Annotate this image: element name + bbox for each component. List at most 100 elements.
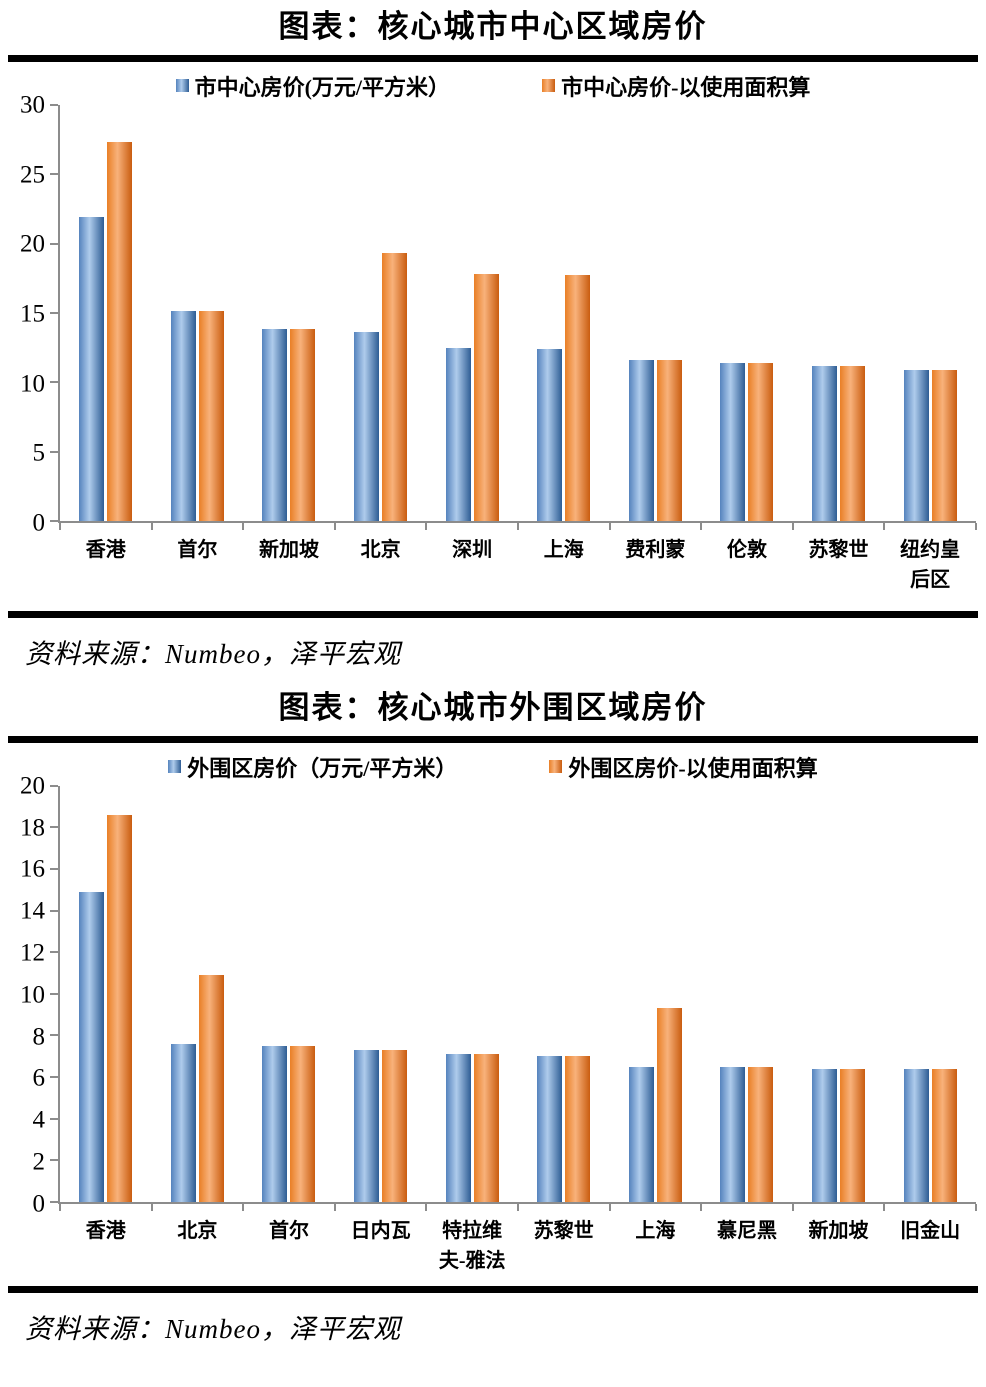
legend-swatch-orange-icon: [542, 79, 556, 93]
y-axis-tick-label: 10: [20, 370, 45, 398]
x-axis-category-text: 特拉维夫-雅法: [438, 1219, 506, 1272]
chart-block-center-area: 图表：核心城市中心区域房价 市中心房价(万元/平方米） 市中心房价-以使用面积算 …: [0, 0, 986, 595]
x-axis-category-label: 费利蒙: [610, 535, 702, 595]
bar-group: [60, 786, 152, 1202]
y-axis-tick-label: 6: [32, 1064, 46, 1092]
bar-orange: [107, 142, 133, 521]
bar-orange: [656, 1008, 682, 1202]
y-axis-tick: [50, 867, 58, 870]
y-axis-tick-label: 15: [20, 300, 45, 328]
bar-blue: [812, 1068, 838, 1202]
bar-group: [610, 105, 702, 521]
x-axis-category-label: 北京: [335, 535, 427, 595]
y-axis-tick: [50, 519, 58, 522]
x-axis-category-label: 旧金山: [884, 1216, 976, 1276]
y-axis-tick: [50, 826, 58, 829]
bar-blue: [720, 362, 746, 521]
y-axis-tick-label: 25: [20, 161, 45, 189]
x-axis-tick: [975, 1203, 977, 1211]
bar-group: [518, 786, 610, 1202]
bar-blue: [262, 329, 288, 521]
x-axis-tick: [975, 522, 977, 530]
legend-item-orange: 市中心房价-以使用面积算: [542, 70, 810, 102]
bar-orange: [565, 275, 591, 521]
bar-orange: [473, 1054, 499, 1202]
bar-orange: [198, 311, 224, 521]
x-axis-category-text: 旧金山: [900, 1219, 961, 1242]
y-axis-tick-label: 16: [20, 855, 45, 883]
x-axis-category-label: 首尔: [243, 1216, 335, 1276]
x-axis-category-label: 纽约皇后区: [884, 535, 976, 595]
bar-orange: [107, 814, 133, 1202]
legend-label: 外围区房价-以使用面积算: [568, 755, 818, 781]
x-axis-tick: [608, 1203, 611, 1211]
legend-label: 市中心房价-以使用面积算: [561, 74, 811, 100]
chart2-bars: [60, 786, 976, 1202]
bar-blue: [628, 360, 654, 521]
bar-group: [335, 786, 427, 1202]
chart1-title: 图表：核心城市中心区域房价: [278, 9, 708, 44]
bar-group: [701, 105, 793, 521]
chart2-legend: 外围区房价（万元/平方米） 外围区房价-以使用面积算: [0, 752, 986, 782]
bar-group: [426, 105, 518, 521]
x-axis-category-text: 新加坡: [258, 538, 319, 561]
x-axis-category-label: 深圳: [426, 535, 518, 595]
bar-group: [884, 105, 976, 521]
legend-item-orange: 外围区房价-以使用面积算: [549, 751, 818, 783]
legend-swatch-orange-icon: [549, 760, 563, 774]
x-axis-category-text: 香港: [85, 538, 126, 561]
x-axis-category-label: 新加坡: [243, 535, 335, 595]
bar-group: [884, 786, 976, 1202]
source-note-bottom: 资料来源：Numbeo，泽平宏观: [25, 1313, 401, 1344]
x-axis-category-label: 香港: [60, 1216, 152, 1276]
bar-blue: [79, 217, 105, 521]
y-axis-tick: [50, 381, 58, 384]
x-axis-category-label: 新加坡: [793, 1216, 885, 1276]
legend-label: 外围区房价（万元/平方米）: [187, 755, 458, 781]
bar-group: [793, 786, 885, 1202]
bar-group: [610, 786, 702, 1202]
bar-group: [243, 786, 335, 1202]
y-axis-tick: [50, 784, 58, 787]
x-axis-category-label: 苏黎世: [793, 535, 885, 595]
bar-orange: [290, 329, 316, 521]
bar-orange: [840, 1068, 866, 1202]
x-axis-category-text: 上海: [635, 1219, 676, 1242]
legend-item-blue: 外围区房价（万元/平方米）: [168, 751, 457, 783]
y-axis-tick: [50, 1159, 58, 1162]
x-axis-category-label: 上海: [518, 535, 610, 595]
x-axis-category-text: 北京: [360, 538, 401, 561]
chart1-plot-row: 0 5 10 15 20 25 30: [0, 92, 977, 535]
bar-orange: [840, 365, 866, 521]
chart2-y-axis-labels: 0 2 4 6 8 10 12 14 16 18 20: [0, 773, 58, 1216]
x-axis-tick: [150, 522, 153, 530]
x-axis-category-text: 香港: [85, 1219, 126, 1242]
y-axis-tick: [50, 1034, 58, 1037]
x-axis-tick: [59, 522, 61, 530]
bar-group: [60, 105, 152, 521]
bar-group: [426, 786, 518, 1202]
legend-label: 市中心房价(万元/平方米）: [194, 74, 451, 100]
bar-orange: [565, 1056, 591, 1202]
chart1-legend: 市中心房价(万元/平方米） 市中心房价-以使用面积算: [0, 71, 986, 101]
y-axis-tick: [50, 103, 58, 106]
x-axis-category-text: 首尔: [268, 1219, 309, 1242]
y-axis-tick: [50, 242, 58, 245]
chart2-title: 图表：核心城市外围区域房价: [278, 689, 708, 725]
y-axis-tick-label: 20: [20, 230, 45, 258]
chart1-x-axis-labels: 香港 首尔 新加坡 北京 深圳 上海 费利蒙 伦敦 苏黎世 纽约皇后区: [60, 535, 976, 595]
x-axis-category-label: 首尔: [152, 535, 244, 595]
x-axis-category-label: 伦敦: [701, 535, 793, 595]
bar-orange: [931, 1068, 957, 1202]
bar-blue: [79, 891, 105, 1202]
bar-blue: [262, 1045, 288, 1202]
bar-blue: [354, 332, 380, 521]
y-axis-tick: [50, 311, 58, 314]
x-axis-category-text: 慕尼黑: [716, 1219, 777, 1242]
chart-block-outer-area: 图表：核心城市外围区域房价 外围区房价（万元/平方米） 外围区房价-以使用面积算 …: [0, 681, 986, 1276]
x-axis-category-text: 伦敦: [726, 538, 767, 561]
divider-line: [8, 610, 978, 618]
bar-blue: [537, 1056, 563, 1202]
y-axis-tick: [50, 450, 58, 453]
